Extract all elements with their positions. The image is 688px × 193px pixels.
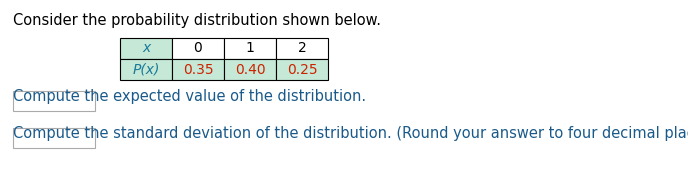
Bar [120, 59, 172, 80]
Text: 0.35: 0.35 [183, 63, 213, 76]
Bar [224, 59, 276, 80]
Bar [276, 59, 328, 80]
Text: 0: 0 [193, 41, 202, 56]
Bar [172, 38, 224, 59]
Bar [120, 38, 172, 59]
Text: Compute the standard deviation of the distribution. (Round your answer to four d: Compute the standard deviation of the di… [13, 126, 688, 141]
Text: 1: 1 [246, 41, 255, 56]
Bar [224, 38, 276, 59]
Text: x: x [142, 41, 150, 56]
Text: Compute the expected value of the distribution.: Compute the expected value of the distri… [13, 89, 366, 104]
Text: 0.40: 0.40 [235, 63, 266, 76]
Bar [276, 38, 328, 59]
Bar [172, 59, 224, 80]
Bar [13, 128, 95, 148]
Text: 2: 2 [298, 41, 306, 56]
Text: 0.25: 0.25 [287, 63, 317, 76]
Text: Consider the probability distribution shown below.: Consider the probability distribution sh… [13, 13, 381, 28]
Bar [13, 91, 95, 111]
Text: P(x): P(x) [132, 63, 160, 76]
